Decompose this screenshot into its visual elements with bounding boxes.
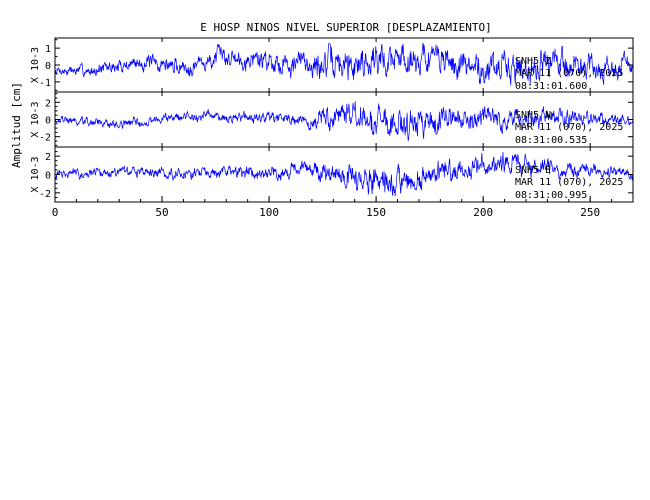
y-tick-label: 0 [45, 171, 51, 182]
y-tick-label: 2 [45, 152, 51, 163]
station-label: SNH5 Z [515, 56, 551, 67]
y-tick-label: -2 [39, 189, 51, 200]
x-tick-label: 50 [155, 206, 168, 219]
x-axis: 0 50 100 150 200 250 [52, 38, 613, 219]
scale-label: X 10-3 [30, 156, 41, 192]
x-tick-label: 250 [580, 206, 600, 219]
scale-label: X 10-3 [30, 47, 41, 83]
x-tick-label: 150 [366, 206, 386, 219]
x-tick-label: 200 [473, 206, 493, 219]
y-tick-label: -1 [39, 78, 51, 89]
date-label: MAR 11 (070), 2025 [515, 177, 623, 188]
time-label: 08:31:00.535 [515, 135, 587, 146]
date-label: MAR 11 (070), 2025 [515, 68, 623, 79]
x-tick-label: 0 [52, 206, 59, 219]
station-label: SNH5 N [515, 110, 551, 121]
scale-label: X 10-3 [30, 101, 41, 137]
y-tick-label: 0 [45, 61, 51, 72]
time-label: 08:31:01.600 [515, 81, 587, 92]
y-tick-label: -2 [39, 133, 51, 144]
y-tick-label: 2 [45, 98, 51, 109]
y-tick-label: 1 [45, 44, 51, 55]
date-label: MAR 11 (070), 2025 [515, 122, 623, 133]
trace-n [55, 101, 633, 141]
y-tick-label: 0 [45, 116, 51, 127]
chart-title: E HOSP NINOS NIVEL SUPERIOR [DESPLAZAMIE… [200, 21, 491, 34]
trace-z [55, 42, 633, 86]
y-axis-label: Amplitud [cm] [10, 82, 23, 168]
trace-e [55, 152, 633, 196]
station-label: SNH5 E [515, 165, 551, 176]
x-tick-label: 100 [259, 206, 279, 219]
time-label: 08:31:00.995 [515, 190, 587, 201]
